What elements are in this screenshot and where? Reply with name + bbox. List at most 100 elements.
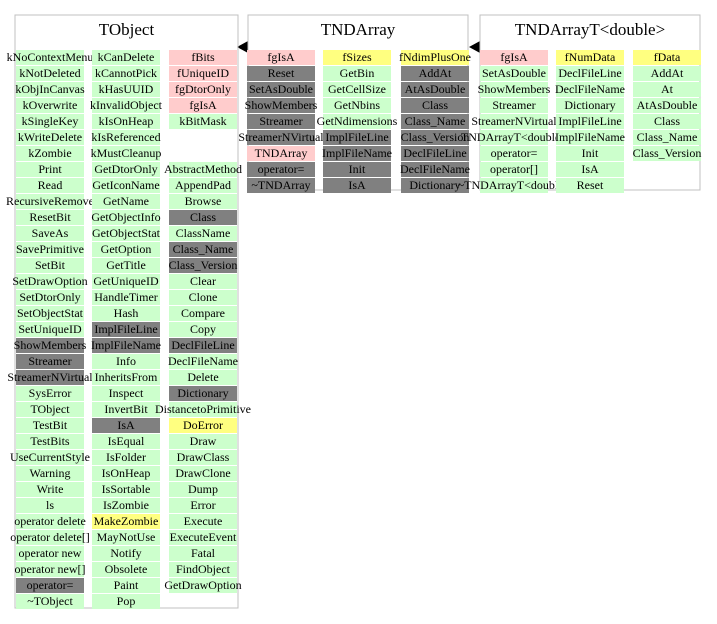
member-cell [633, 98, 701, 113]
member-name: Init [349, 162, 366, 176]
member-cell [401, 66, 469, 81]
member-name: Execute [184, 514, 223, 528]
member-name: InheritsFrom [95, 370, 158, 384]
member-cell [169, 370, 237, 385]
member-name: IsA [348, 178, 366, 192]
inheritance-arrow [469, 41, 480, 53]
member-name: Warning [29, 466, 70, 480]
member-cell [247, 162, 315, 177]
member-name: kNotDeleted [19, 66, 80, 80]
member-cell [169, 178, 237, 193]
member-cell [169, 322, 237, 337]
member-cell [92, 546, 160, 561]
member-cell [16, 354, 84, 369]
member-cell [323, 162, 391, 177]
member-cell [247, 114, 315, 129]
member-cell [556, 178, 624, 193]
member-name: kZombie [28, 146, 71, 160]
member-cell [169, 450, 237, 465]
member-cell [16, 226, 84, 241]
member-cell [92, 82, 160, 97]
member-name: DrawClone [175, 466, 230, 480]
member-name: ~TNDArrayT<double> [458, 178, 571, 192]
member-cell [16, 514, 84, 529]
member-cell [480, 50, 548, 65]
member-cell [16, 66, 84, 81]
member-name: ShowMembers [478, 82, 551, 96]
member-name: GetDtorOnly [94, 162, 157, 176]
member-cell [556, 130, 624, 145]
member-cell [633, 50, 701, 65]
member-name: Info [116, 354, 136, 368]
member-name: Browse [185, 194, 222, 208]
member-cell [16, 130, 84, 145]
member-cell [323, 146, 391, 161]
member-cell [169, 194, 237, 209]
member-cell [92, 306, 160, 321]
member-cell [16, 562, 84, 577]
member-name: Class_Version [633, 146, 702, 160]
member-cell [92, 226, 160, 241]
member-cell [92, 338, 160, 353]
member-cell [247, 50, 315, 65]
member-cell [92, 578, 160, 593]
member-name: fData [654, 50, 681, 64]
member-cell [16, 98, 84, 113]
member-name: TNDArrayT<double> [461, 130, 567, 144]
member-cell [169, 354, 237, 369]
inheritance-arrow [237, 41, 248, 53]
member-cell [169, 306, 237, 321]
member-name: GetNdimensions [317, 114, 398, 128]
member-name: StreamerNVirtual [238, 130, 324, 144]
member-name: ShowMembers [245, 98, 318, 112]
member-cell [16, 498, 84, 513]
member-cell [16, 418, 84, 433]
member-cell [92, 130, 160, 145]
member-cell [401, 146, 469, 161]
member-name: SetObjectStat [17, 306, 84, 320]
member-cell [556, 50, 624, 65]
member-cell [92, 354, 160, 369]
member-name: Hash [114, 306, 139, 320]
member-cell [16, 434, 84, 449]
member-name: HandleTimer [94, 290, 158, 304]
member-name: Copy [190, 322, 216, 336]
member-cell [169, 546, 237, 561]
member-cell [401, 178, 469, 193]
member-cell [323, 114, 391, 129]
member-name: ImplFileLine [558, 114, 621, 128]
member-name: TestBit [33, 418, 68, 432]
member-name: fUniqueID [177, 66, 229, 80]
member-name: Class_Version [401, 130, 470, 144]
member-cell [556, 162, 624, 177]
member-cell [16, 194, 84, 209]
member-name: SavePrimitive [16, 242, 84, 256]
member-name: fgIsA [267, 50, 295, 64]
member-cell [92, 178, 160, 193]
member-cell [16, 594, 84, 609]
member-cell [480, 162, 548, 177]
member-name: Clear [190, 274, 216, 288]
member-cell [480, 66, 548, 81]
member-name: DeclFileName [555, 82, 625, 96]
member-name: kMustCleanup [91, 146, 162, 160]
member-cell [556, 66, 624, 81]
member-name: GetObjectStat [92, 226, 161, 240]
member-name: operator new[] [15, 562, 86, 576]
member-name: SaveAs [32, 226, 69, 240]
member-name: Class_Name [405, 114, 466, 128]
member-cell [247, 98, 315, 113]
member-name: Init [582, 146, 599, 160]
member-name: ClassName [176, 226, 231, 240]
member-name: InvertBit [104, 402, 148, 416]
member-cell [323, 82, 391, 97]
member-cell [247, 178, 315, 193]
member-name: Notify [110, 546, 141, 560]
member-cell [92, 466, 160, 481]
member-cell [16, 50, 84, 65]
member-name: IsOnHeap [102, 466, 151, 480]
member-name: Delete [187, 370, 218, 384]
member-cell [169, 50, 237, 65]
member-name: DeclFileLine [558, 66, 621, 80]
member-cell [92, 434, 160, 449]
